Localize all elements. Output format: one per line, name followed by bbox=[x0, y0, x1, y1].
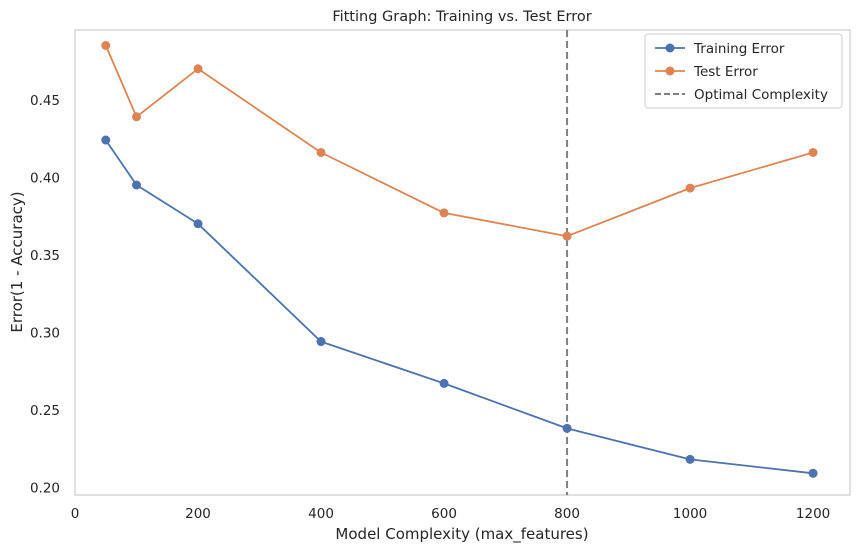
test-error-point bbox=[316, 147, 326, 157]
legend: Training Error Test Error Optimal Complexi… bbox=[644, 33, 843, 109]
test-error-point bbox=[562, 231, 572, 241]
training-error-point bbox=[101, 135, 111, 145]
x-tick-label: 800 bbox=[554, 506, 580, 522]
training-error-line bbox=[105, 139, 814, 475]
y-tick-label: 0.20 bbox=[30, 480, 60, 496]
training-error-point bbox=[439, 378, 449, 388]
legend-label-test-error: Test Error bbox=[693, 64, 758, 80]
x-axis-label: Model Complexity (max_features) bbox=[335, 525, 588, 544]
y-tick-label: 0.25 bbox=[30, 403, 60, 419]
y-tick-label: 0.30 bbox=[30, 325, 60, 341]
test-error-point bbox=[439, 208, 449, 218]
test-error-line bbox=[104, 45, 814, 238]
training-error-point bbox=[685, 454, 695, 464]
training-error-point bbox=[316, 337, 326, 347]
plot-area-frame bbox=[74, 29, 851, 496]
legend-box bbox=[644, 33, 843, 109]
legend-label-training-error: Training Error bbox=[693, 41, 785, 57]
y-axis-label: Error(1 - Accuracy) bbox=[8, 191, 26, 332]
test-error-point bbox=[132, 112, 142, 122]
test-error-point bbox=[808, 147, 818, 157]
legend-marker-test-error bbox=[665, 66, 675, 76]
training-error-point bbox=[132, 180, 142, 190]
series-layer bbox=[101, 41, 818, 478]
y-tick-label: 0.45 bbox=[30, 93, 60, 109]
tick-labels: 0 200 400 600 800 1000 1200 0.20 0.25 0.30 0.35 0.4… bbox=[30, 93, 830, 522]
x-tick-label: 1000 bbox=[673, 506, 707, 522]
legend-marker-training-error bbox=[665, 43, 675, 53]
x-tick-label: 1200 bbox=[796, 506, 830, 522]
training-error-point bbox=[808, 468, 818, 478]
x-tick-label: 0 bbox=[71, 506, 80, 522]
x-tick-label: 200 bbox=[185, 506, 211, 522]
test-error-point bbox=[685, 183, 695, 193]
test-error-point bbox=[193, 64, 203, 74]
training-error-point bbox=[562, 423, 572, 433]
y-tick-label: 0.35 bbox=[30, 248, 60, 264]
x-tick-label: 400 bbox=[308, 506, 334, 522]
legend-items: Training Error Test Error Optimal Complexi… bbox=[655, 41, 828, 103]
legend-label-optimal-complexity: Optimal Complexity bbox=[694, 87, 828, 103]
test-error-point bbox=[101, 41, 111, 50]
x-tick-label: 600 bbox=[431, 506, 457, 522]
y-tick-label: 0.40 bbox=[30, 170, 60, 186]
training-error-point bbox=[193, 219, 203, 229]
chart-title: Fitting Graph: Training vs. Test Error bbox=[332, 9, 591, 25]
